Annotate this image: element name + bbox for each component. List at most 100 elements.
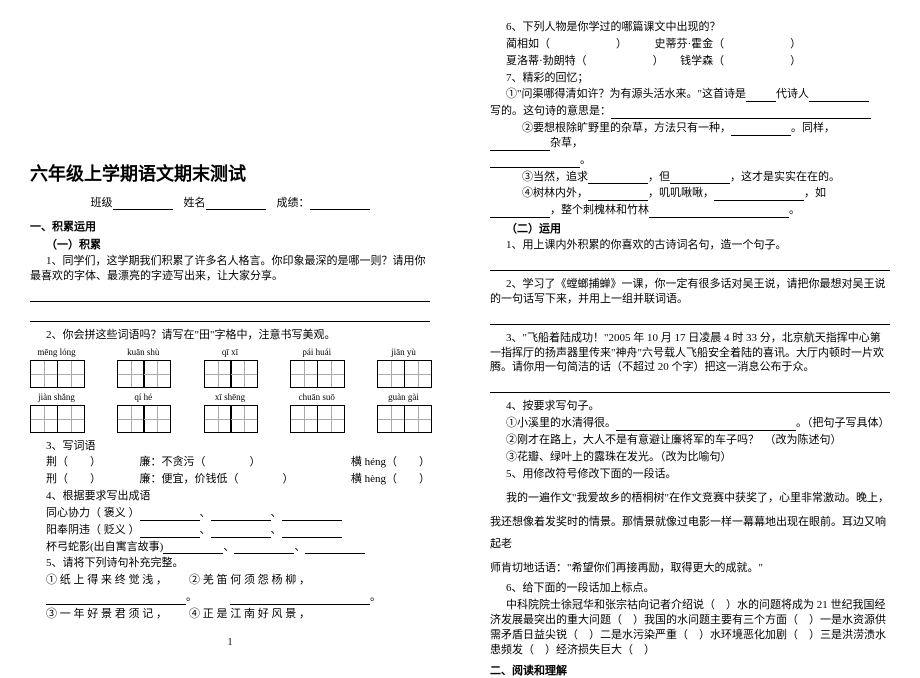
tian-row-2: jiàn shǎng qí hé xī shēng chuān suō guàn… (30, 392, 430, 433)
tian-row-1: mēng lóng kuān shù qī xī pái huái jiān y… (30, 347, 430, 388)
tian-cell (30, 360, 58, 388)
pinyin: xī shēng (215, 392, 245, 403)
page-number: 1 (228, 637, 233, 648)
r4-3: ③花瓣、绿叶上的露珠在发光。（改为比喻句） (490, 450, 890, 465)
tian-cell (404, 360, 432, 388)
q3-l2b: 横 hèng（ ） (335, 472, 430, 487)
q5-line2: ③ 一 年 好 景 君 须 记 ， ④ 正 是 江 南 好 风 景 ， (30, 607, 430, 622)
blank (490, 207, 550, 218)
pinyin: pái huái (302, 347, 331, 358)
tian-cell (404, 405, 432, 433)
q4-blank (211, 527, 271, 538)
tian-cell (377, 405, 405, 433)
q4-l2: 阳奉阴违（ 贬义 ）、、 (30, 523, 430, 538)
tian-group: jiān yù (377, 347, 430, 388)
q5-blank (230, 594, 370, 605)
q1-blank-1 (30, 288, 430, 302)
tian-cell (204, 405, 232, 433)
q7-3a-text: ③当然，追求 (522, 171, 588, 183)
q5-l2b: ④ 正 是 江 南 好 风 景 ， (189, 608, 310, 620)
meta-line: 班级 姓名 成绩： (30, 194, 430, 210)
q7-1: ①"问渠哪得清如许？为有源头活水来。"这首诗是代诗人 (490, 87, 890, 102)
q7-3c-text: ，这才是实实在在的。 (730, 171, 840, 183)
subsection-2-heading: （二）运用 (506, 220, 890, 236)
tian-cell (57, 360, 85, 388)
name-label: 姓名 (184, 197, 206, 209)
section-2-heading: 二、阅读和理解 (490, 662, 890, 678)
q5-heading: 5、请将下列诗句补充完整。 (30, 556, 430, 571)
tian-cell (377, 360, 405, 388)
tian-group: pái huái (290, 347, 343, 388)
score-blank (310, 199, 370, 210)
tian-group: xī shēng (204, 392, 257, 433)
tian-cell (230, 405, 258, 433)
q6-l2b: 钱学森（ ） (680, 55, 801, 67)
blank (588, 190, 648, 201)
r6-p: 中科院院士徐冠华和张宗祜向记者介绍说（ ）水的问题将成为 21 世纪我国经济发展… (490, 598, 890, 657)
q7-4c-text: ，如 (804, 187, 826, 199)
r5-p3: 师肯切地话语："希望你们再接再励，取得更大的成就。" (490, 557, 890, 579)
tian-cell (143, 360, 171, 388)
r5-p2: 我还想像着发奖时的情景。那情景就像过电影一样一幕幕地出现在眼前。耳边又响起老 (490, 511, 890, 555)
tian-cell (30, 405, 58, 433)
tian-group: chuān suō (290, 392, 343, 433)
q4-l1: 同心协力（ 褒义 ）、、 (30, 506, 430, 521)
q1-text: 1、同学们，这学期我们积累了许多名人格言。你印象最深的是哪一则？请用你最喜欢的字… (30, 254, 430, 284)
q4-l3: 杯弓蛇影(出自寓言故事)、、 (30, 540, 430, 555)
q5-l2a: ③ 一 年 好 景 君 须 记 ， (46, 608, 167, 620)
blank (809, 91, 869, 102)
q4-l1-text: 同心协力（ 褒义 ） (46, 507, 140, 519)
tian-group: jiàn shǎng (30, 392, 83, 433)
blank (490, 140, 550, 151)
pinyin: mēng lóng (37, 347, 75, 358)
tian-cell (317, 360, 345, 388)
tian-cell (290, 360, 318, 388)
q7-4-cont: ，整个刺槐林和竹林。 (490, 203, 890, 218)
blank (616, 420, 796, 431)
q7-heading: 7、精彩的回忆； (490, 71, 890, 86)
blank (670, 173, 730, 184)
r3-blank (490, 379, 890, 393)
q5-l1a: ① 纸 上 得 来 终 觉 浅 ， (46, 574, 167, 586)
subsection-1-heading: （一）积累 (46, 236, 430, 252)
tian-cell (290, 405, 318, 433)
q4-l2-text: 阳奉阴违（ 贬义 ） (46, 524, 140, 536)
blank (611, 108, 871, 119)
q7-4: ④树林内外，，叽叽啾啾，，如 (490, 186, 890, 201)
tian-cell (317, 405, 345, 433)
tian-cell (230, 360, 258, 388)
q6-l2a: 夏洛蒂·勃朗特（ ） (506, 55, 664, 67)
q7-1c-text: 写的。这句诗的意思是： (490, 105, 611, 117)
r3-text: 3、"飞船着陆成功！"2005 年 10 月 17 日凌晨 4 时 33 分，北… (490, 331, 890, 376)
q4-blank (211, 510, 271, 521)
section-1-heading: 一、积累运用 (30, 218, 430, 234)
q7-2a-text: ②要想根除旷野里的杂草，方法只有一种， (522, 122, 731, 134)
q7-3b-text: ，但 (648, 171, 670, 183)
q7-4d-text: 整个刺槐林和竹林 (561, 204, 649, 216)
pinyin: chuān suō (299, 392, 335, 403)
class-label: 班级 (91, 197, 113, 209)
q3-l1b: 横 héng（ ） (335, 455, 430, 470)
pinyin: kuān shù (127, 347, 159, 358)
tian-group: qī xī (204, 347, 257, 388)
q5-line1: ① 纸 上 得 来 终 觉 浅 ， ② 羌 笛 何 须 怨 杨 柳 ， (30, 573, 430, 588)
pinyin: qí hé (134, 392, 152, 403)
q7-2b-text: 。同样， (791, 122, 835, 134)
q2-intro: 2、你会拼这些词语吗？请写在"田"字格中，注意书写美观。 (30, 328, 430, 343)
left-column: 六年级上学期语文期末测试 班级 姓名 成绩： 一、积累运用 （一）积累 1、同学… (0, 0, 460, 654)
pinyin: guàn gài (388, 392, 419, 403)
q4-blank (305, 543, 365, 554)
q7-2c-text: 杂草， (550, 137, 583, 149)
blank (746, 91, 776, 102)
q6-line2: 夏洛蒂·勃朗特（ ） 钱学森（ ） (490, 54, 890, 69)
blank (588, 173, 648, 184)
r4-1: ①小溪里的水清得很。。（把句子写具体） (490, 416, 890, 431)
r2-text: 2、学习了《螳螂捕蝉》一课，你一定有很多话对吴王说，请把你最想对吴王说的一句话写… (490, 277, 890, 307)
q4-blank (140, 527, 200, 538)
q7-4b-text: ，叽叽啾啾， (648, 187, 714, 199)
r5-p1: 我的一遍作文"我爱故乡的梧桐树"在作文竞赛中获奖了，心里非常激动。晚上， (490, 487, 890, 509)
q7-2: ②要想根除旷野里的杂草，方法只有一种， 。同样， 杂草， (490, 121, 890, 151)
q7-2-cont: 。 (490, 153, 890, 168)
q3-heading: 3、写词语 (30, 439, 430, 454)
q7-1b-text: 代诗人 (776, 88, 809, 100)
